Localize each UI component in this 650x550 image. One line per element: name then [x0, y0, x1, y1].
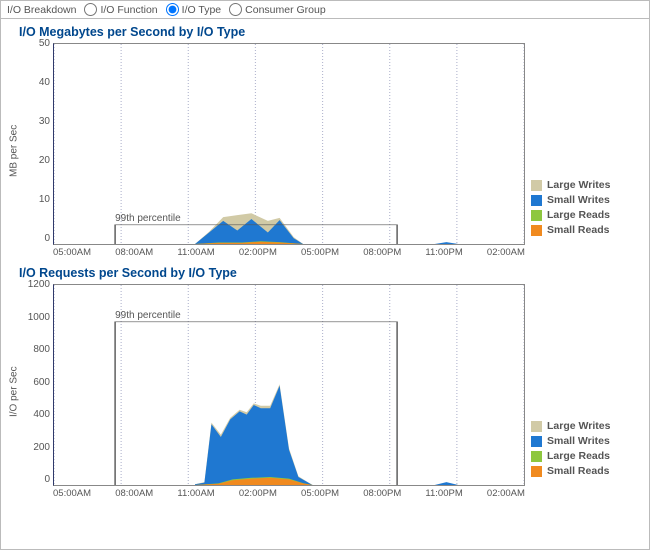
- x-tick: 11:00AM: [177, 488, 214, 499]
- legend-label: Small Writes: [547, 435, 610, 447]
- legend-label: Small Writes: [547, 194, 610, 206]
- y-tick: 1000: [28, 312, 50, 323]
- x-tick: 05:00AM: [53, 247, 91, 258]
- y-tick-labels: 50 40 30 20 10 0: [24, 38, 50, 244]
- y-tick: 400: [33, 409, 50, 420]
- charts-host: I/O Megabytes per Second by I/O Type MB p…: [1, 19, 649, 501]
- legend-item: Large Writes: [531, 179, 639, 191]
- radio-consumer-group-input[interactable]: [229, 3, 242, 16]
- breakdown-label: I/O Breakdown: [7, 4, 76, 16]
- legend-item: Large Reads: [531, 450, 639, 462]
- legend-label: Large Writes: [547, 420, 610, 432]
- chart-row: I/O per Sec 12001000800600400200099th per…: [5, 284, 641, 499]
- x-tick: 11:00PM: [425, 247, 462, 258]
- plot-area: 5040302010099th percentile: [53, 43, 525, 245]
- radio-io-function[interactable]: I/O Function: [84, 3, 157, 16]
- x-tick-labels: 05:00AM 08:00AM 11:00AM 02:00PM 05:00PM 08:00…: [53, 486, 525, 499]
- legend-item: Small Reads: [531, 465, 639, 477]
- radio-io-function-input[interactable]: [84, 3, 97, 16]
- legend: Large Writes Small Writes Large Reads Small…: [525, 284, 641, 499]
- series-far-bump: [435, 242, 459, 244]
- legend-item: Small Writes: [531, 435, 639, 447]
- legend-label: Small Reads: [547, 465, 609, 477]
- legend-item: Large Writes: [531, 420, 639, 432]
- y-axis-label: I/O per Sec: [5, 284, 23, 499]
- y-tick-labels: 1200 1000 800 600 400 200 0: [24, 279, 50, 485]
- legend-label: Large Reads: [547, 450, 610, 462]
- radio-io-type-input[interactable]: [166, 3, 179, 16]
- legend-swatch: [531, 180, 542, 191]
- series-small_writes: [195, 386, 313, 485]
- y-tick: 30: [39, 116, 50, 127]
- y-tick: 800: [33, 344, 50, 355]
- x-tick: 11:00PM: [425, 488, 462, 499]
- y-tick: 50: [39, 38, 50, 49]
- percentile-label: 99th percentile: [115, 213, 181, 224]
- radio-consumer-group-label: Consumer Group: [245, 4, 326, 16]
- y-tick: 40: [39, 77, 50, 88]
- x-tick: 05:00PM: [301, 488, 339, 499]
- x-tick: 08:00PM: [363, 488, 401, 499]
- x-tick: 05:00PM: [301, 247, 339, 258]
- x-tick: 05:00AM: [53, 488, 91, 499]
- x-tick: 08:00AM: [115, 247, 153, 258]
- x-tick-labels: 05:00AM 08:00AM 11:00AM 02:00PM 05:00PM 08:00…: [53, 245, 525, 258]
- radio-io-type[interactable]: I/O Type: [166, 3, 222, 16]
- chart-title: I/O Requests per Second by I/O Type: [5, 266, 641, 280]
- legend-item: Small Reads: [531, 224, 639, 236]
- plot-wrap: 12001000800600400200099th percentile05:0…: [23, 284, 525, 499]
- legend-label: Small Reads: [547, 224, 609, 236]
- y-tick: 0: [44, 233, 50, 244]
- chart-block: I/O Requests per Second by I/O Type I/O p…: [1, 260, 649, 501]
- y-axis-label: MB per Sec: [5, 43, 23, 258]
- legend-item: Large Reads: [531, 209, 639, 221]
- y-tick: 0: [44, 474, 50, 485]
- breakdown-radio-group: I/O Breakdown I/O Function I/O Type Cons…: [1, 1, 649, 19]
- legend-label: Large Writes: [547, 179, 610, 191]
- legend: Large Writes Small Writes Large Reads Small…: [525, 43, 641, 258]
- radio-io-function-label: I/O Function: [100, 4, 157, 16]
- x-tick: 11:00AM: [177, 247, 214, 258]
- y-tick: 10: [39, 194, 50, 205]
- radio-consumer-group[interactable]: Consumer Group: [229, 3, 326, 16]
- legend-swatch: [531, 210, 542, 221]
- legend-item: Small Writes: [531, 194, 639, 206]
- x-tick: 02:00AM: [487, 247, 525, 258]
- legend-swatch: [531, 436, 542, 447]
- chart-title: I/O Megabytes per Second by I/O Type: [5, 25, 641, 39]
- series-far-bump: [435, 482, 459, 485]
- plot-area: 12001000800600400200099th percentile: [53, 284, 525, 486]
- x-tick: 08:00PM: [363, 247, 401, 258]
- chart-row: MB per Sec5040302010099th percentile05:0…: [5, 43, 641, 258]
- chart-block: I/O Megabytes per Second by I/O Type MB p…: [1, 19, 649, 260]
- radio-io-type-label: I/O Type: [182, 4, 222, 16]
- legend-swatch: [531, 421, 542, 432]
- legend-swatch: [531, 225, 542, 236]
- x-tick: 02:00PM: [239, 488, 277, 499]
- y-tick: 20: [39, 155, 50, 166]
- series-small_writes: [195, 219, 303, 244]
- x-tick: 02:00PM: [239, 247, 277, 258]
- legend-swatch: [531, 195, 542, 206]
- legend-swatch: [531, 451, 542, 462]
- plot-wrap: 5040302010099th percentile 05:00AM 08:00AM…: [23, 43, 525, 258]
- x-tick: 08:00AM: [115, 488, 153, 499]
- io-panel: I/O Breakdown I/O Function I/O Type Cons…: [0, 0, 650, 550]
- y-tick: 1200: [28, 279, 50, 290]
- percentile-label: 99th percentile: [115, 310, 181, 321]
- y-tick: 200: [33, 442, 50, 453]
- x-tick: 02:00AM: [487, 488, 525, 499]
- legend-swatch: [531, 466, 542, 477]
- y-tick: 600: [33, 377, 50, 388]
- legend-label: Large Reads: [547, 209, 610, 221]
